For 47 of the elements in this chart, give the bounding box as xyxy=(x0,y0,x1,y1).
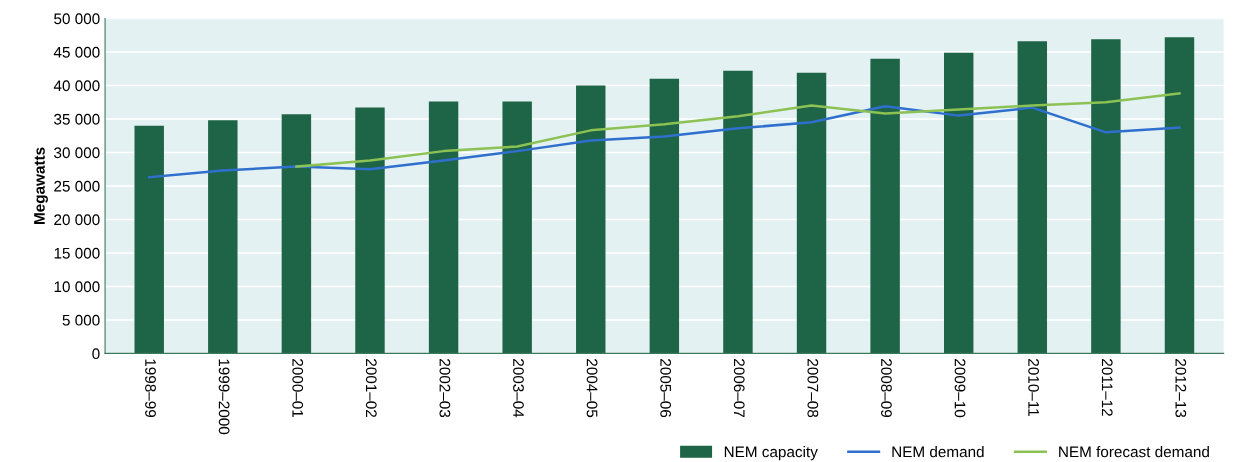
y-tick-label: 10 000 xyxy=(54,281,100,293)
x-tick-label: 2010–11 xyxy=(1028,359,1040,416)
bar xyxy=(723,70,753,354)
x-tick-label: 2003–04 xyxy=(513,359,524,418)
x-tick-label: 2009–10 xyxy=(954,359,966,418)
x-tick-label: 2008–09 xyxy=(881,359,892,418)
x-tick-label: 2007–08 xyxy=(807,359,819,418)
bar xyxy=(502,101,532,354)
legend-label: NEM capacity xyxy=(724,446,818,461)
x-tick-label: 2000–01 xyxy=(292,359,304,418)
bar xyxy=(796,72,827,354)
y-tick-label: 0 xyxy=(92,348,100,360)
x-tick-label: 2006–07 xyxy=(733,359,745,417)
bar xyxy=(576,85,606,354)
line-series xyxy=(295,92,1181,168)
bar xyxy=(1164,37,1195,354)
bar xyxy=(943,52,974,354)
bar xyxy=(281,114,312,354)
bar xyxy=(1017,41,1048,354)
y-tick-label: 20 000 xyxy=(54,214,100,226)
y-axis-title: Megawatts xyxy=(34,147,48,224)
bar xyxy=(428,101,459,354)
line-series xyxy=(147,104,1181,179)
x-tick-label: 2012–13 xyxy=(1175,359,1187,418)
x-tick-label: 1999–2000 xyxy=(218,359,230,435)
bar xyxy=(870,58,900,354)
legend-label: NEM forecast demand xyxy=(1059,446,1209,458)
y-tick-label: 5 000 xyxy=(62,314,100,326)
y-tick-label: 15 000 xyxy=(54,247,100,259)
x-tick-label: 2001–02 xyxy=(365,359,377,417)
x-tick-label: 2011–12 xyxy=(1101,359,1113,416)
y-tick-label: 35 000 xyxy=(54,113,100,125)
x-tick-label: 2005–06 xyxy=(660,359,672,418)
y-tick-label: 45 000 xyxy=(53,46,100,58)
bar xyxy=(649,78,680,354)
legend-label: NEM demand xyxy=(892,446,984,458)
y-tick-label: 50 000 xyxy=(54,13,100,25)
bar xyxy=(208,120,238,354)
bar xyxy=(134,125,164,354)
y-tick-label: 40 000 xyxy=(53,80,100,92)
y-tick-label: 25 000 xyxy=(54,180,100,192)
bar xyxy=(1091,39,1121,354)
y-tick-label: 30 000 xyxy=(54,147,100,159)
bar xyxy=(355,107,385,354)
x-tick-label: 2004–05 xyxy=(586,359,598,418)
x-tick-label: 2002–03 xyxy=(439,359,451,418)
x-tick-label: 1998–99 xyxy=(145,359,156,418)
